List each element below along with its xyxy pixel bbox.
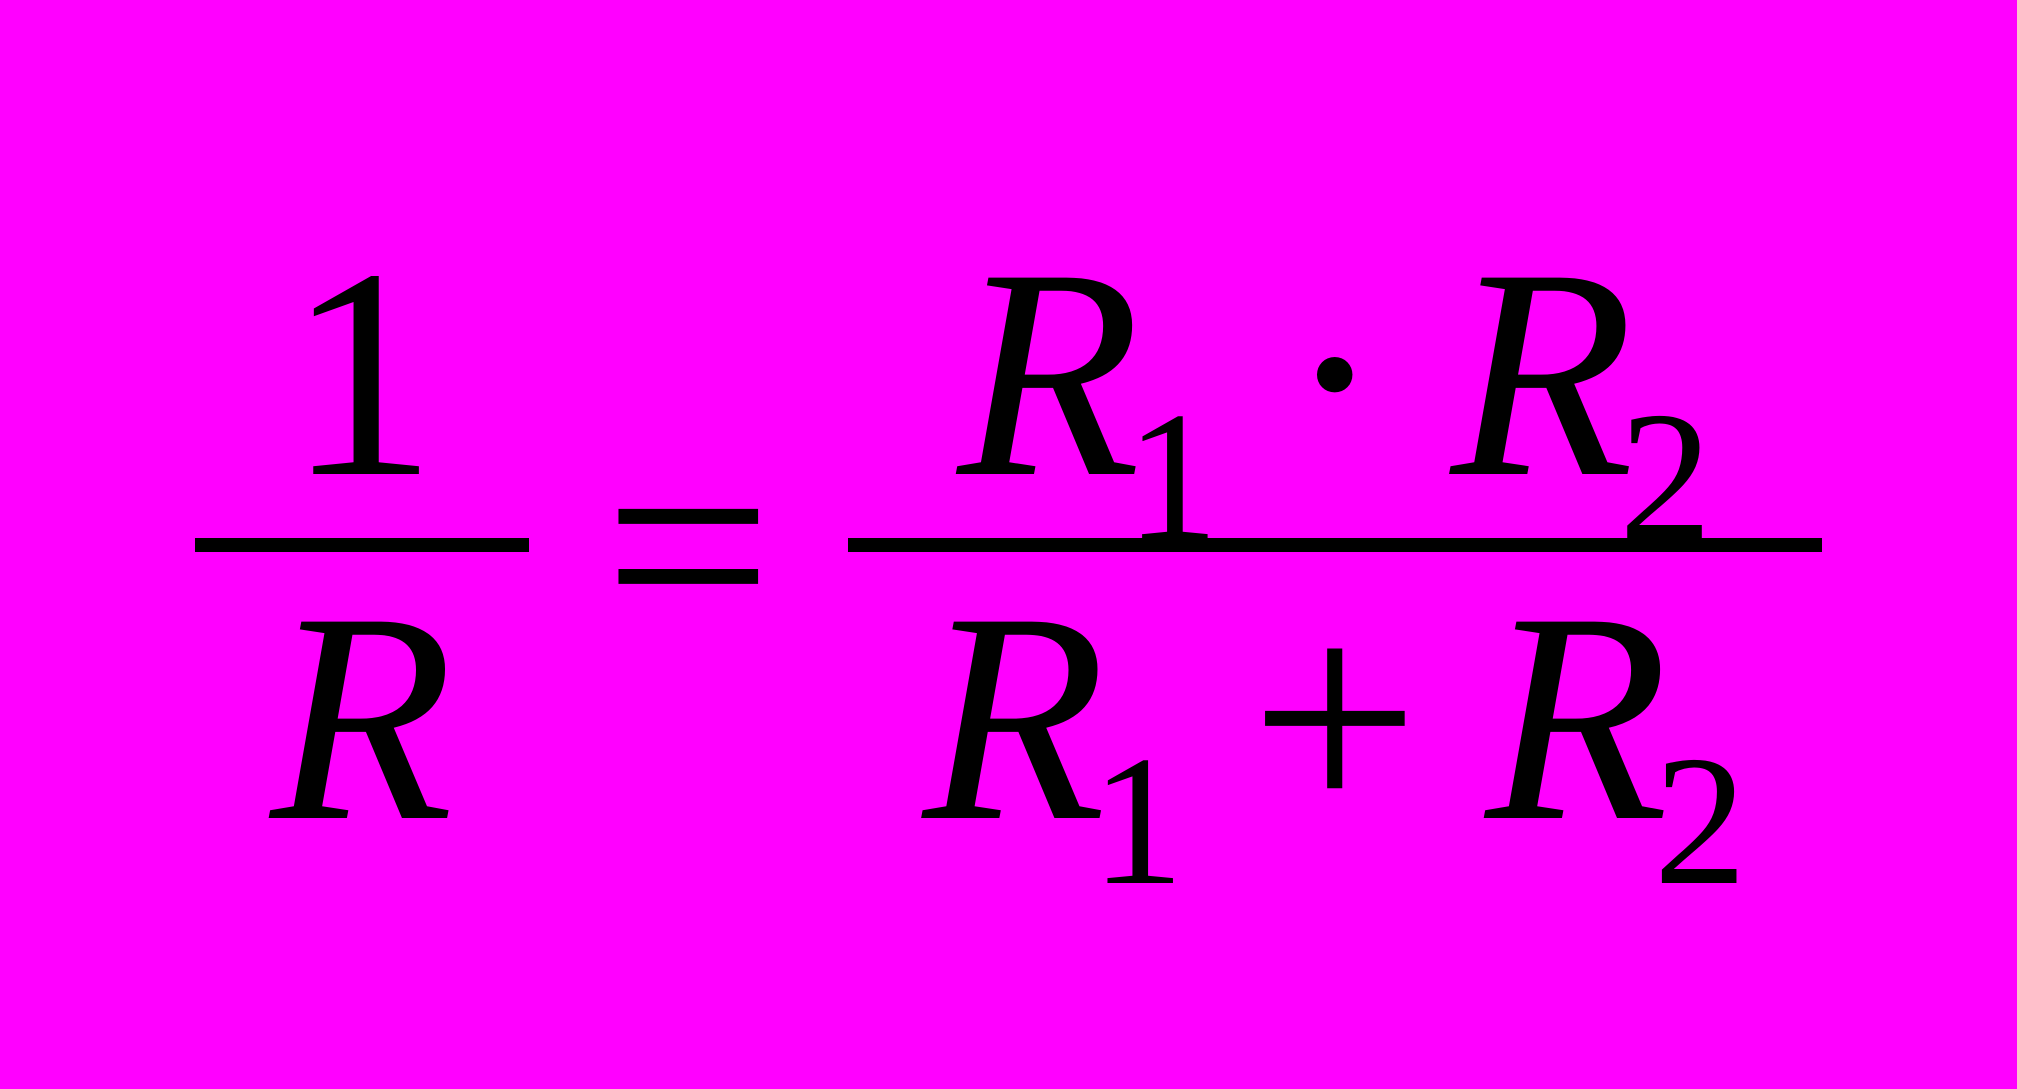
term-r1-top: R 1 bbox=[957, 223, 1218, 523]
subscript-1: 1 bbox=[1091, 728, 1184, 914]
term-r2-bottom: R 2 bbox=[1485, 567, 1746, 867]
term-r2-top: R 2 bbox=[1451, 223, 1712, 523]
plus-operator: + bbox=[1184, 567, 1485, 867]
subscript-2: 2 bbox=[1619, 384, 1712, 570]
variable-r: R bbox=[1451, 223, 1634, 523]
term-r1-bottom: R 1 bbox=[923, 567, 1184, 867]
fraction-bar bbox=[195, 538, 528, 552]
left-denominator: R bbox=[195, 552, 528, 882]
left-fraction: 1 R bbox=[195, 208, 528, 882]
variable-r: R bbox=[923, 567, 1106, 867]
dot-operator: · bbox=[1219, 223, 1451, 523]
left-numerator: 1 bbox=[212, 208, 512, 538]
equation: 1 R = R 1 · R 2 R 1 + R 2 bbox=[195, 208, 1821, 882]
subscript-1: 1 bbox=[1126, 384, 1219, 570]
subscript-2: 2 bbox=[1654, 728, 1747, 914]
right-denominator: R 1 + R 2 bbox=[848, 552, 1822, 882]
equals-sign: = bbox=[529, 395, 848, 695]
right-numerator: R 1 · R 2 bbox=[882, 208, 1787, 538]
variable-r: R bbox=[1485, 567, 1668, 867]
right-fraction: R 1 · R 2 R 1 + R 2 bbox=[848, 208, 1822, 882]
variable-r: R bbox=[957, 223, 1140, 523]
